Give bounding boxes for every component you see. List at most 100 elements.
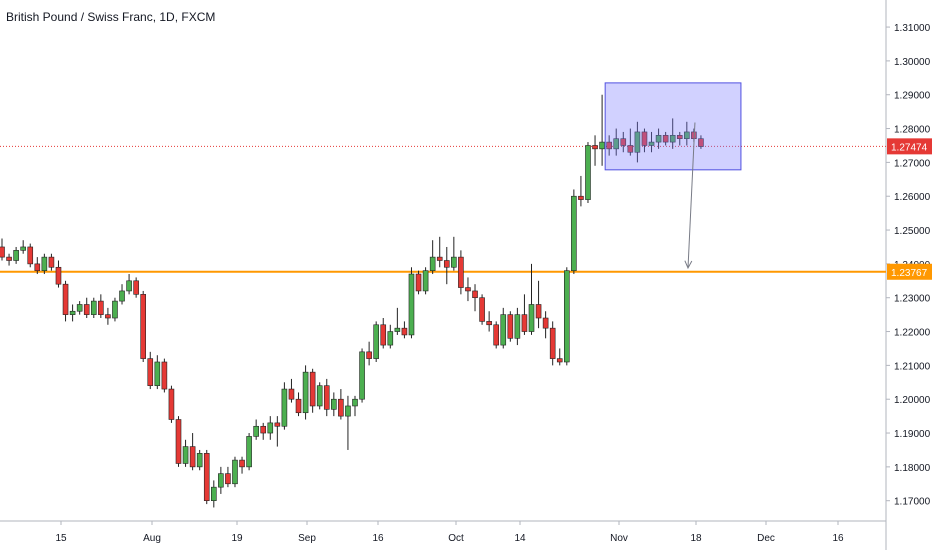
candle <box>175 416 182 467</box>
candle-body <box>514 314 521 339</box>
candle <box>486 311 492 332</box>
candle-body <box>479 297 485 322</box>
current-price-tag-text: 1.27474 <box>891 142 928 153</box>
candle <box>436 236 443 268</box>
price-tick-label: 1.22000 <box>894 328 931 339</box>
candle <box>133 277 139 298</box>
candle <box>267 416 274 440</box>
consolidation-box[interactable] <box>604 82 742 171</box>
candle <box>218 466 224 494</box>
candle-body <box>331 398 337 410</box>
candle-body <box>338 398 344 417</box>
candle <box>352 395 358 417</box>
candle-body <box>168 388 175 420</box>
time-tick-label: 14 <box>514 533 526 544</box>
candle-body <box>528 304 535 332</box>
candle <box>620 131 627 153</box>
candle <box>182 439 189 467</box>
candle-body <box>182 446 189 464</box>
price-tick-label: 1.18000 <box>894 463 931 474</box>
candle <box>76 301 83 315</box>
candle-body <box>267 422 274 434</box>
price-tick-label: 1.29000 <box>894 91 931 102</box>
candle <box>458 250 464 295</box>
candle <box>394 307 401 335</box>
candle <box>323 378 330 417</box>
candle-body <box>232 459 238 485</box>
candle-body <box>90 300 97 315</box>
candle-body <box>6 256 12 261</box>
candle <box>105 307 111 325</box>
candle-body <box>281 388 288 427</box>
candle <box>571 189 577 275</box>
candle-body <box>387 331 394 346</box>
time-axis[interactable]: 15 Aug 19 Sep 16 Oct 14 Nov 18 Dec 16 <box>0 520 886 544</box>
time-tick-label: Nov <box>610 533 628 544</box>
candle-body <box>352 398 358 407</box>
candle-body <box>309 371 316 407</box>
candle-body <box>203 453 210 502</box>
candle <box>634 121 641 163</box>
price-tick-label: 1.17000 <box>894 497 931 508</box>
support-level[interactable] <box>0 145 886 273</box>
candle-body <box>627 145 634 153</box>
candle <box>253 419 259 440</box>
candle-body <box>549 327 556 359</box>
candle-body <box>556 358 563 363</box>
candle-body <box>684 131 690 140</box>
candle <box>6 253 12 266</box>
annotations-layer[interactable] <box>604 82 742 270</box>
candle-body <box>465 287 471 292</box>
candle-body <box>76 304 83 312</box>
candle <box>260 422 267 440</box>
candle <box>373 321 379 362</box>
candle-body <box>225 473 231 485</box>
candle-body <box>140 294 146 359</box>
candle-body <box>507 314 514 339</box>
candle-body <box>436 256 443 261</box>
candle <box>48 253 55 271</box>
candle-body <box>606 141 612 150</box>
candle <box>563 267 570 366</box>
time-tick-label: 15 <box>55 533 67 544</box>
candle-body <box>655 135 662 143</box>
candle <box>316 382 323 410</box>
level-price-tag-bg <box>887 263 932 280</box>
candle <box>676 131 683 146</box>
candle <box>451 236 457 271</box>
candle <box>366 341 372 366</box>
price-tick-label: 1.27000 <box>894 158 931 169</box>
projection-arrow[interactable] <box>687 122 696 269</box>
candle <box>359 348 365 403</box>
candle-body <box>83 304 90 315</box>
candle <box>465 277 471 302</box>
candle <box>613 128 620 156</box>
candle-body <box>415 273 422 292</box>
candle-body <box>316 385 323 407</box>
candle <box>98 294 104 319</box>
candle-body <box>119 290 125 302</box>
candle <box>331 392 337 417</box>
time-tick-label: Aug <box>143 533 161 544</box>
candle <box>90 297 97 319</box>
candle <box>147 351 154 390</box>
candle-body <box>323 385 330 410</box>
candle-body <box>189 446 196 468</box>
candle-body <box>133 280 139 295</box>
time-tick-label: Sep <box>298 533 316 544</box>
candle <box>641 128 648 153</box>
candle-body <box>486 321 492 326</box>
candle <box>627 128 634 156</box>
candle-body <box>69 310 76 315</box>
candle <box>34 257 41 275</box>
candle <box>302 365 309 420</box>
candle <box>345 395 351 450</box>
price-labels: 1.27474 1.23767 <box>887 138 932 280</box>
candle <box>295 392 302 417</box>
candle-body <box>274 422 281 427</box>
chart-title: British Pound / Swiss Franc, 1D, FXCM <box>6 10 216 24</box>
candle-body <box>218 473 224 488</box>
candle-body <box>105 314 111 319</box>
candle-body <box>698 138 704 147</box>
